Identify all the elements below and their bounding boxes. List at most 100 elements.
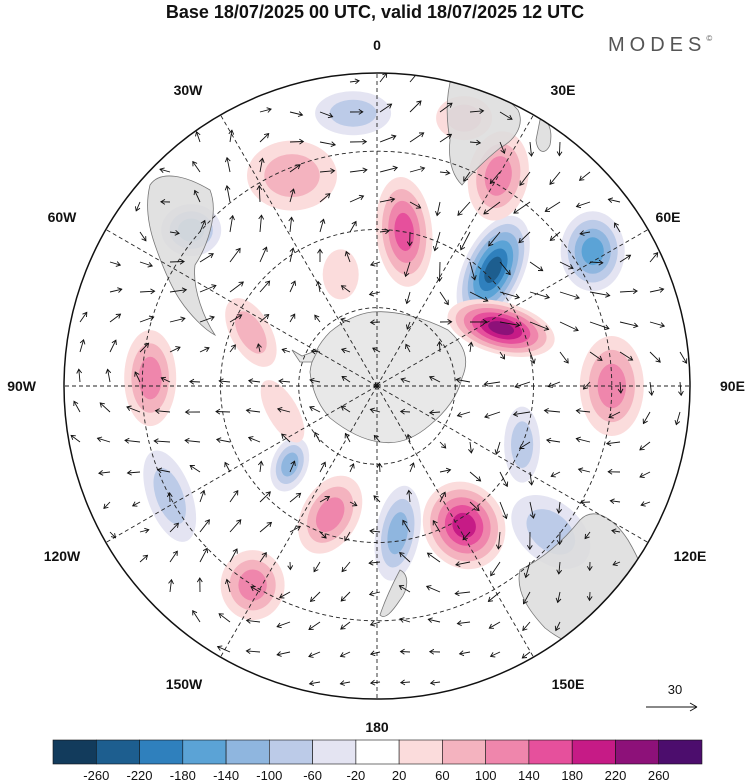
wind-arrow [409,462,415,473]
wind-arrow-head [175,346,181,352]
wind-arrow-head [250,586,256,592]
wind-arrow [226,579,231,593]
wind-arrow [289,217,293,233]
wind-arrow-head [556,540,563,546]
wind-arrow [229,314,242,323]
wind-arrow-head [288,216,295,222]
wind-arrow [484,381,501,385]
wind-arrow-head [515,321,521,328]
wind-arrow-head [358,109,364,115]
wind-arrow [109,531,116,539]
wind-arrow-head [372,347,378,353]
wind-arrow [439,102,453,113]
wind-arrow-head [502,513,508,520]
wind-arrow [135,201,141,212]
wind-arrow-head [614,222,620,228]
wind-arrow-head [402,519,408,526]
wind-arrow [400,410,411,413]
wind-arrow [289,461,296,473]
wind-arrow-head [457,210,463,216]
wind-arrow [545,201,561,212]
wind-arrow [589,261,603,264]
wind-arrow-head [653,252,659,258]
wind-arrow-head [518,237,524,244]
anomaly-cell [225,298,277,367]
wind-arrow [154,440,171,443]
wind-arrow [679,381,682,396]
wind-arrow-head [215,437,222,443]
wind-arrow [378,463,381,473]
wind-arrow-head [513,208,519,214]
wind-arrow-head [611,528,617,535]
wind-arrow-head [200,489,206,496]
wind-arrow [379,198,395,203]
wind-arrow-head [340,596,346,602]
wind-arrow [407,434,411,443]
wind-arrow-head [153,438,159,445]
anomaly-contour [329,99,377,127]
wind-arrow [319,141,336,146]
wind-arrow [499,261,511,275]
wind-arrow [319,170,335,173]
wind-arrow [558,141,561,156]
wind-arrow-head [474,505,480,512]
wind-arrow-head [403,271,410,278]
colorbar: -260 -220 -180 -140 -100 -60 -20 20 60 100 140 180 2… [52,739,703,783]
wind-arrow-head [131,501,138,507]
colorbar-tick-label: 140 [518,768,540,783]
wind-arrow-head [320,461,326,468]
wind-arrow [229,548,238,563]
wind-arrow [643,411,651,424]
wind-arrow [549,171,561,185]
wind-arrow-head [435,210,441,217]
wind-arrow-head [134,206,141,212]
wind-arrow [349,463,355,473]
wind-arrow-head [500,354,505,360]
wind-arrow [349,221,357,233]
wind-arrow-head [368,590,375,597]
wind-arrow [169,317,186,323]
colorbar-swatch [268,739,313,765]
wind-arrow-head [483,380,489,387]
wind-arrow-head [617,388,624,394]
wind-arrow [580,231,591,235]
graticule [64,73,690,699]
wind-arrow [139,290,155,293]
wind-arrow-head [262,246,268,252]
colorbar-swatch [182,739,227,765]
wind-arrow-head [455,561,461,567]
wind-arrow-head [399,679,406,686]
wind-arrow [109,288,122,293]
wind-arrow-head [344,250,351,257]
wind-arrow [483,201,501,215]
wind-arrow [649,321,665,327]
wind-arrow-head [224,156,231,163]
wind-vectors [70,73,688,687]
colorbar-swatch [355,739,400,765]
wind-arrow-head [490,570,496,577]
wind-arrow [341,561,351,572]
wind-arrow-head [211,284,217,290]
wind-arrow-head [678,390,684,397]
wind-arrow [132,501,141,507]
wind-arrow [518,231,531,243]
wind-arrow [611,530,621,533]
wind-arrow [490,561,501,576]
wind-arrow-head [505,269,511,276]
wind-arrow [99,402,111,413]
wind-arrow-head [180,316,186,323]
wind-arrow-head [257,460,264,466]
wind-arrow [229,248,241,263]
wind-arrow [226,185,231,203]
wind-arrow [189,381,201,383]
wind-arrow [229,490,239,503]
wind-arrow-head [238,281,244,287]
antarctica [309,311,466,444]
wind-arrow-head [426,552,433,558]
wind-arrow-head [308,680,315,687]
wind-arrow-head [405,324,412,330]
new-zealand [379,569,408,617]
wind-arrow [289,248,294,263]
wind-arrow-head [181,287,188,294]
wind-arrow [229,344,236,353]
